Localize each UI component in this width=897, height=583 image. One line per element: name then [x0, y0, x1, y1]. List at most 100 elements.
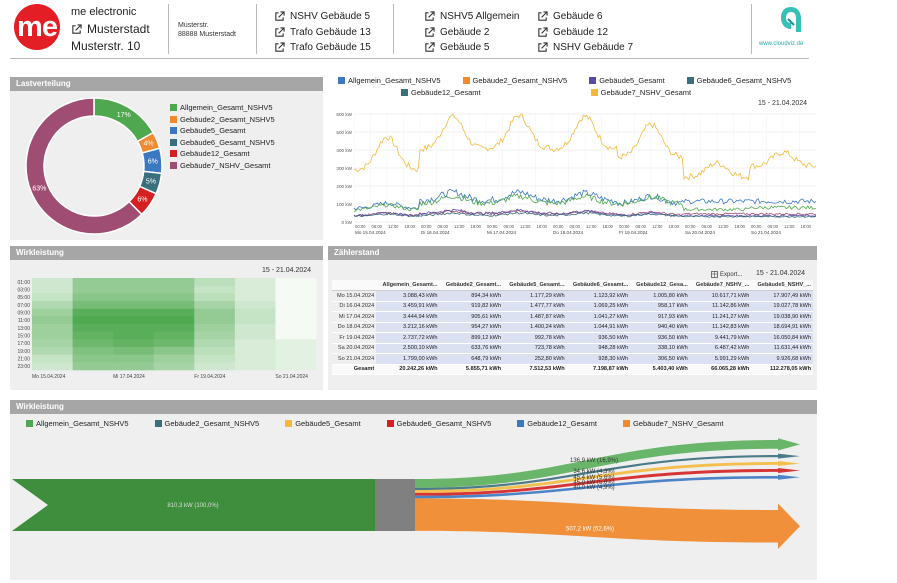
legend-item[interactable]: Allgemein_Gesamt_NSHV5 — [338, 76, 441, 85]
heatmap-cell[interactable] — [153, 347, 195, 355]
heatmap-cell[interactable] — [275, 308, 317, 317]
export-button[interactable]: Export... — [711, 271, 742, 278]
legend-item[interactable]: Gebäude12_Gesamt — [170, 148, 275, 160]
nav-link[interactable]: NSHV5 Allgemein — [424, 9, 519, 25]
legend-item[interactable]: Gebäude12_Gesamt — [517, 419, 597, 428]
table-column-header[interactable]: Gebäude7_NSHV_... — [689, 280, 752, 291]
heatmap-cell[interactable] — [113, 293, 155, 302]
heatmap-cell[interactable] — [32, 293, 73, 302]
pie-slice[interactable] — [93, 97, 155, 143]
heatmap-cell[interactable] — [32, 316, 73, 325]
heatmap-cell[interactable] — [72, 324, 114, 332]
series-line[interactable] — [353, 211, 817, 218]
legend-item[interactable]: Gebäude6_Gesamt_NSHV5 — [386, 419, 491, 428]
heatmap-cell[interactable] — [234, 324, 276, 332]
table-column-header[interactable]: Gebäude12_Gesa... — [630, 280, 690, 291]
sankey-flow[interactable] — [415, 498, 800, 550]
heatmap-cell[interactable] — [153, 324, 195, 332]
table-column-header[interactable]: Gebäude5_NSHV_... — [751, 280, 813, 291]
heatmap-cell[interactable] — [153, 293, 195, 302]
legend-item[interactable]: Gebäude2_Gesamt_NSHV5 — [154, 419, 259, 428]
heatmap-cell[interactable] — [194, 354, 236, 363]
heatmap-cell[interactable] — [153, 301, 195, 309]
heatmap-cell[interactable] — [234, 278, 276, 286]
heatmap-cell[interactable] — [234, 362, 276, 371]
table-column-header[interactable]: Gebäude6_Gesamt... — [566, 280, 631, 291]
heatmap-cell[interactable] — [153, 308, 195, 317]
heatmap-cell[interactable] — [153, 316, 195, 325]
heatmap-cell[interactable] — [234, 293, 276, 302]
sankey-flow[interactable] — [415, 467, 800, 496]
legend-item[interactable]: Allgemein_Gesamt_NSHV5 — [170, 102, 275, 114]
heatmap-cell[interactable] — [113, 362, 155, 371]
heatmap-cell[interactable] — [113, 285, 155, 294]
heatmap-cell[interactable] — [72, 316, 114, 325]
heatmap-cell[interactable] — [32, 324, 73, 332]
heatmap-cell[interactable] — [113, 331, 155, 340]
heatmap-cell[interactable] — [153, 278, 195, 286]
heatmap-cell[interactable] — [72, 347, 114, 355]
legend-item[interactable]: Gebäude5_Gesamt — [170, 125, 275, 137]
heatmap-cell[interactable] — [72, 308, 114, 317]
series-line[interactable] — [353, 209, 817, 217]
heatmap-cell[interactable] — [32, 308, 73, 317]
nav-link[interactable]: NSHV Gebäude 7 — [537, 40, 633, 56]
nav-link[interactable]: Gebäude 2 — [424, 25, 519, 41]
series-line[interactable] — [353, 188, 817, 211]
series-line[interactable] — [353, 113, 817, 181]
heatmap-cell[interactable] — [194, 347, 236, 355]
legend-item[interactable]: Gebäude2_Gesamt_NSHV5 — [462, 76, 567, 85]
legend-item[interactable]: Gebäude7_NSHV_Gesamt — [622, 419, 723, 428]
heatmap-cell[interactable] — [275, 316, 317, 325]
heatmap-cell[interactable] — [113, 316, 155, 325]
heatmap-cell[interactable] — [194, 362, 236, 371]
heatmap-cell[interactable] — [72, 301, 114, 309]
heatmap-cell[interactable] — [194, 324, 236, 332]
legend-item[interactable]: Gebäude5_Gesamt — [589, 76, 665, 85]
series-line[interactable] — [353, 193, 817, 212]
heatmap-cell[interactable] — [275, 354, 317, 363]
heatmap-cell[interactable] — [153, 339, 195, 348]
heatmap-cell[interactable] — [275, 293, 317, 302]
heatmap-cell[interactable] — [72, 293, 114, 302]
heatmap-cell[interactable] — [275, 331, 317, 340]
heatmap-cell[interactable] — [32, 339, 73, 348]
nav-link[interactable]: Gebäude 5 — [424, 40, 519, 56]
heatmap-cell[interactable] — [194, 278, 236, 286]
sankey-node[interactable] — [375, 479, 415, 531]
sankey-flow[interactable] — [415, 460, 800, 493]
nav-link[interactable]: Trafo Gebäude 15 — [274, 40, 371, 56]
heatmap-cell[interactable] — [194, 316, 236, 325]
legend-item[interactable]: Gebäude2_Gesamt_NSHV5 — [170, 114, 275, 126]
heatmap-cell[interactable] — [275, 285, 317, 294]
heatmap-cell[interactable] — [194, 293, 236, 302]
heatmap-cell[interactable] — [275, 347, 317, 355]
legend-item[interactable]: Gebäude5_Gesamt — [285, 419, 361, 428]
legend-item[interactable]: Gebäude12_Gesamt — [401, 88, 481, 97]
heatmap-cell[interactable] — [32, 301, 73, 309]
heatmap-cell[interactable] — [32, 285, 73, 294]
heatmap-cell[interactable] — [153, 285, 195, 294]
heatmap-cell[interactable] — [194, 308, 236, 317]
legend-item[interactable]: Gebäude7_NSHV_Gesamt — [170, 160, 275, 172]
heatmap-cell[interactable] — [32, 362, 73, 371]
heatmap-cell[interactable] — [113, 347, 155, 355]
series-line[interactable] — [353, 208, 817, 218]
heatmap-cell[interactable] — [194, 285, 236, 294]
table-column-header[interactable]: Gebäude2_Gesamt... — [439, 280, 504, 291]
legend-item[interactable]: Gebäude7_NSHV_Gesamt — [590, 88, 691, 97]
heatmap-cell[interactable] — [72, 362, 114, 371]
heatmap-cell[interactable] — [72, 331, 114, 340]
sankey-flow[interactable] — [415, 438, 800, 488]
heatmap-cell[interactable] — [113, 354, 155, 363]
heatmap-cell[interactable] — [234, 316, 276, 325]
heatmap-cell[interactable] — [153, 362, 195, 371]
heatmap-cell[interactable] — [153, 354, 195, 363]
heatmap-cell[interactable] — [275, 339, 317, 348]
heatmap-cell[interactable] — [72, 285, 114, 294]
heatmap-cell[interactable] — [153, 331, 195, 340]
heatmap-cell[interactable] — [113, 301, 155, 309]
heatmap-cell[interactable] — [194, 331, 236, 340]
heatmap-cell[interactable] — [234, 285, 276, 294]
heatmap-cell[interactable] — [234, 331, 276, 340]
